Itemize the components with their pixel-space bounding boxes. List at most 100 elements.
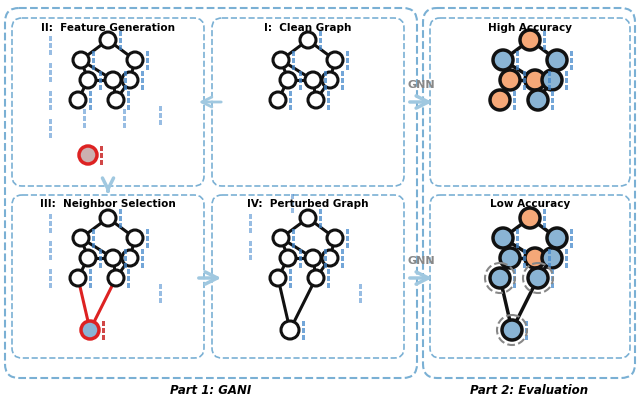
Bar xyxy=(346,228,349,234)
Bar xyxy=(49,90,52,96)
Bar xyxy=(570,228,573,234)
Bar xyxy=(341,248,344,254)
Bar xyxy=(92,64,95,70)
Bar xyxy=(99,248,102,254)
Bar xyxy=(319,45,322,49)
Text: High Accuracy: High Accuracy xyxy=(488,23,572,33)
Bar xyxy=(124,78,127,82)
Bar xyxy=(543,209,546,213)
Bar xyxy=(89,105,92,109)
Bar xyxy=(513,283,516,287)
Bar xyxy=(327,283,330,287)
Bar xyxy=(346,236,349,240)
Circle shape xyxy=(273,230,289,246)
Bar xyxy=(249,213,252,219)
Bar xyxy=(83,109,86,113)
Bar xyxy=(341,84,344,90)
Bar xyxy=(341,78,344,82)
Bar xyxy=(49,283,52,287)
Bar xyxy=(92,51,95,55)
Bar xyxy=(513,105,516,109)
Bar xyxy=(123,115,126,121)
Text: III:  Neighbor Selection: III: Neighbor Selection xyxy=(40,199,176,209)
Bar xyxy=(99,256,102,261)
Bar xyxy=(249,220,252,226)
Bar xyxy=(99,78,102,82)
Bar xyxy=(100,152,103,158)
Bar xyxy=(49,62,52,68)
Circle shape xyxy=(100,210,116,226)
Bar xyxy=(289,275,292,281)
Bar xyxy=(146,236,149,240)
Bar xyxy=(341,263,344,267)
Circle shape xyxy=(300,210,316,226)
Bar xyxy=(513,98,516,103)
Bar xyxy=(548,256,551,261)
Circle shape xyxy=(490,268,510,288)
Bar xyxy=(523,248,526,254)
Bar xyxy=(141,263,144,267)
Bar xyxy=(127,283,130,287)
Bar xyxy=(523,256,526,261)
Circle shape xyxy=(542,248,562,268)
Bar xyxy=(127,269,130,273)
Circle shape xyxy=(520,30,540,50)
Bar xyxy=(249,254,252,259)
Circle shape xyxy=(280,72,296,88)
Bar xyxy=(516,57,519,62)
Bar xyxy=(119,31,122,35)
Bar xyxy=(119,222,122,228)
Bar xyxy=(92,57,95,62)
Bar xyxy=(49,70,52,74)
Bar xyxy=(551,105,554,109)
Circle shape xyxy=(273,52,289,68)
Bar xyxy=(99,263,102,267)
Bar xyxy=(324,248,327,254)
Bar xyxy=(119,37,122,43)
Bar xyxy=(291,207,294,213)
Bar xyxy=(249,228,252,232)
Bar xyxy=(324,256,327,261)
Bar xyxy=(302,334,305,339)
Bar xyxy=(127,275,130,281)
Bar xyxy=(289,90,292,96)
Bar xyxy=(123,109,126,113)
Bar xyxy=(89,98,92,103)
Circle shape xyxy=(127,52,143,68)
Bar xyxy=(100,160,103,164)
Bar xyxy=(346,64,349,70)
Bar xyxy=(513,275,516,281)
Bar xyxy=(516,51,519,55)
Circle shape xyxy=(493,50,513,70)
Bar xyxy=(327,269,330,273)
Bar xyxy=(543,45,546,49)
Bar xyxy=(327,98,330,103)
Bar xyxy=(119,45,122,49)
Bar xyxy=(551,275,554,281)
Bar xyxy=(299,78,302,82)
Text: GNN: GNN xyxy=(407,80,435,90)
Bar xyxy=(89,90,92,96)
Text: II:  Feature Generation: II: Feature Generation xyxy=(41,23,175,33)
Bar xyxy=(525,328,528,332)
Circle shape xyxy=(80,72,96,88)
Bar xyxy=(570,51,573,55)
FancyBboxPatch shape xyxy=(430,195,630,358)
Circle shape xyxy=(547,50,567,70)
Circle shape xyxy=(79,146,97,164)
Circle shape xyxy=(308,270,324,286)
Bar xyxy=(565,256,568,261)
Bar xyxy=(523,263,526,267)
Circle shape xyxy=(105,72,121,88)
Bar xyxy=(543,222,546,228)
Circle shape xyxy=(500,70,520,90)
FancyBboxPatch shape xyxy=(12,195,204,358)
Bar xyxy=(341,256,344,261)
Circle shape xyxy=(280,250,296,266)
Bar xyxy=(49,228,52,232)
Bar xyxy=(127,90,130,96)
Circle shape xyxy=(108,92,124,108)
Bar xyxy=(49,43,52,47)
Bar xyxy=(89,269,92,273)
Text: I:  Clean Graph: I: Clean Graph xyxy=(264,23,352,33)
